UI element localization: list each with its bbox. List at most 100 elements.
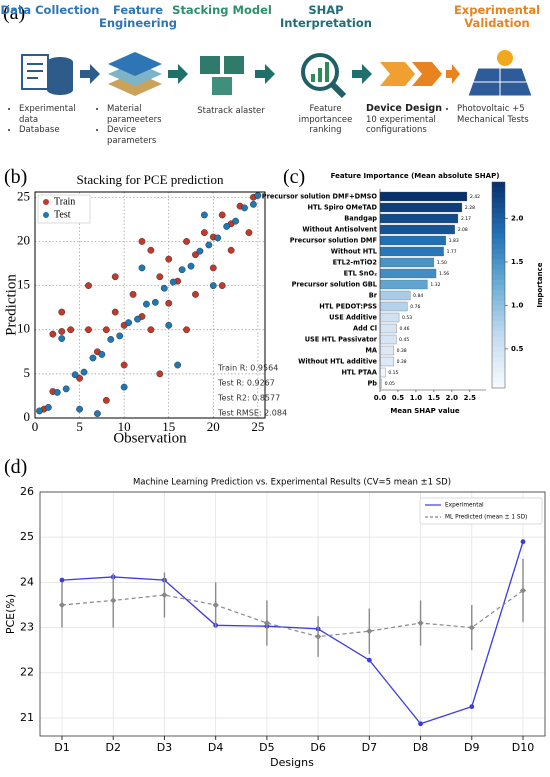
point — [76, 405, 83, 413]
y-axis-label: PCE(%) — [4, 594, 17, 634]
y-tick-label: 26 — [20, 485, 34, 498]
category-label: ETL2-mTiO2 — [333, 259, 378, 267]
point — [134, 315, 141, 323]
point — [250, 200, 257, 208]
colorbar-segment — [492, 377, 505, 384]
x-tick-label: 20 — [207, 419, 220, 434]
marker — [520, 539, 526, 545]
x-tick-label: D4 — [208, 741, 223, 754]
point — [85, 326, 92, 334]
workflow-note: Feature importancee ranking — [288, 104, 363, 136]
legend-label: Train — [54, 196, 75, 207]
point — [165, 321, 173, 329]
point — [67, 326, 75, 334]
point — [174, 361, 182, 369]
bar — [379, 224, 455, 235]
bar — [379, 257, 435, 268]
note-text: Statrack alaster — [197, 106, 265, 116]
point — [147, 246, 155, 254]
value-label: 0.05 — [385, 381, 395, 387]
point — [196, 247, 204, 255]
x-tick-label: D9 — [464, 741, 479, 754]
legend-marker — [43, 199, 49, 205]
value-label: 1.77 — [447, 249, 457, 255]
legend-label: Test — [54, 209, 71, 220]
x-tick-label: 5 — [76, 419, 83, 434]
annotation: Test R2: 0.8577 — [217, 394, 280, 403]
value-label: 1.32 — [430, 282, 440, 288]
marker — [59, 577, 65, 583]
colorbar-segment — [492, 382, 505, 389]
value-label: 0.53 — [402, 315, 412, 321]
point — [116, 332, 124, 340]
point — [58, 308, 66, 316]
step-title: Feature Engineering — [98, 3, 178, 30]
x-tick-label: 25 — [251, 419, 264, 434]
chart-title: Feature Importance (Mean absolute SHAP) — [331, 172, 500, 180]
x-axis-label: Designs — [270, 756, 314, 769]
note-item: Database — [19, 125, 90, 136]
point — [129, 291, 137, 298]
point — [85, 282, 92, 289]
magnifier-icon — [325, 62, 329, 82]
point — [151, 298, 159, 306]
legend-label: Experimental — [445, 503, 484, 509]
point — [165, 299, 173, 307]
colorbar-segment — [492, 295, 505, 301]
magnifier-icon — [329, 81, 347, 99]
category-label: Pb — [367, 380, 377, 388]
bar — [379, 367, 386, 378]
value-label: 1.56 — [439, 271, 449, 277]
x-axis-label: Observation — [113, 430, 187, 446]
marker — [418, 721, 423, 727]
point — [232, 217, 239, 225]
colorbar-segment — [492, 346, 505, 353]
colorbar-segment — [492, 331, 505, 337]
value-label: 1.83 — [449, 238, 459, 244]
workflow-note: Material parameetersDevice parameters — [98, 104, 183, 146]
magnifier-icon — [318, 68, 322, 82]
legend-marker — [43, 212, 49, 218]
colorbar-segment — [492, 367, 505, 374]
bar — [379, 356, 394, 367]
legend-label: ML Predicted (mean ± 1 SD) — [445, 515, 527, 521]
point — [205, 241, 213, 249]
marker — [366, 657, 372, 663]
y-tick-label: 25 — [17, 188, 30, 203]
colorbar-segment — [492, 192, 505, 198]
panel-label: (a) — [3, 2, 26, 24]
category-label: Without Antisolvent — [302, 226, 377, 234]
point — [214, 234, 222, 242]
series-line — [61, 590, 524, 638]
category-label: MA — [365, 347, 378, 355]
point — [53, 388, 61, 396]
point — [156, 370, 164, 378]
note-heading: Device Design — [366, 103, 442, 114]
workflow-icons — [21, 50, 533, 99]
note-text: 10 experimental configurations — [366, 114, 436, 136]
colorbar-segment — [492, 228, 505, 234]
bar — [379, 345, 394, 356]
x-tick-label: 1.0 — [410, 394, 423, 402]
x-tick-label: D10 — [512, 741, 534, 754]
point — [223, 223, 231, 230]
colorbar-segment — [492, 218, 505, 224]
point — [62, 385, 70, 393]
bar — [379, 191, 468, 202]
flow-arrow — [168, 64, 188, 84]
colorbar-tick-label: 2.0 — [511, 215, 524, 223]
magnifier-icon — [311, 74, 315, 82]
step-title: Stacking Model — [172, 3, 272, 17]
colorbar-segment — [492, 264, 505, 271]
point — [125, 319, 133, 327]
colorbar-segment — [492, 274, 505, 281]
design-icon — [380, 62, 415, 86]
point — [111, 308, 119, 316]
point — [209, 282, 217, 289]
colorbar-segment — [492, 238, 505, 245]
point — [71, 371, 79, 379]
bar — [379, 213, 459, 224]
point — [227, 246, 235, 254]
bar — [379, 268, 437, 279]
bar — [379, 301, 408, 312]
